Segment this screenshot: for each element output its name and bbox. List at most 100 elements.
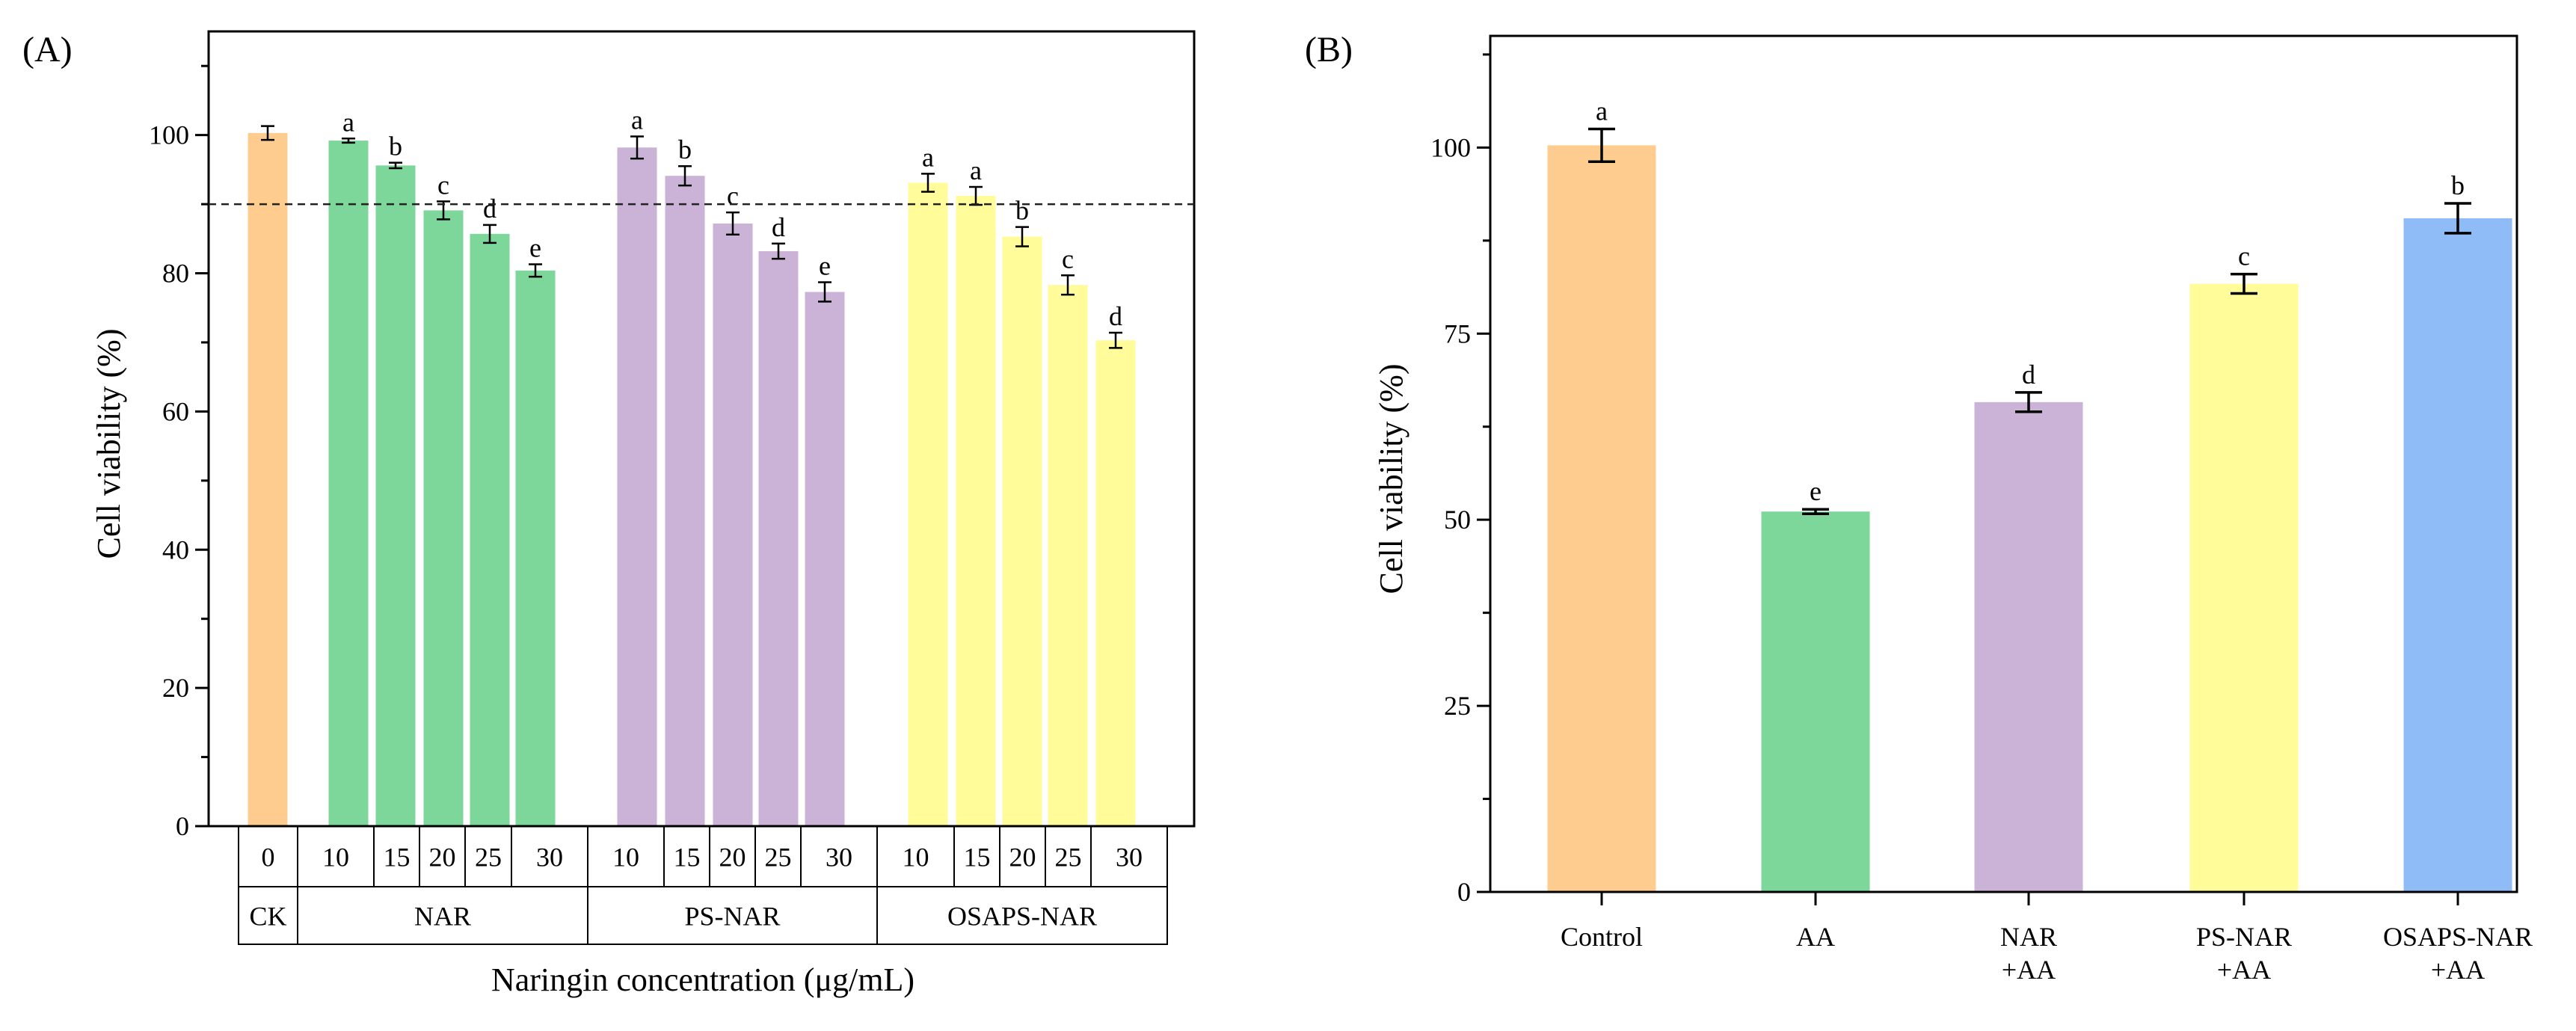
- y-axis-label: Cell viability (%): [1373, 364, 1410, 594]
- significance-letter: c: [2238, 241, 2250, 271]
- y-tick-label: 25: [1444, 691, 1471, 721]
- concentration-label: 30: [536, 843, 563, 872]
- concentration-label: 30: [1116, 843, 1143, 872]
- x-axis-label: Naringin concentration (μg/mL): [491, 961, 914, 998]
- concentration-label: 20: [719, 843, 746, 872]
- significance-letter: a: [631, 105, 643, 135]
- bar-osaps-nar-15: [956, 195, 996, 827]
- significance-letter: a: [1596, 96, 1608, 126]
- bar-nar-20: [423, 210, 464, 826]
- y-tick-label: 75: [1444, 318, 1471, 348]
- significance-letter: b: [2451, 170, 2465, 200]
- error-bar: [389, 161, 402, 170]
- bar-control: [1547, 145, 1656, 893]
- significance-letter: e: [1810, 476, 1822, 506]
- error-bar: [630, 135, 644, 160]
- significance-letter: d: [772, 212, 785, 242]
- bar-ps-nar-30: [805, 292, 845, 826]
- error-bar: [772, 242, 785, 260]
- error-bar: [2444, 202, 2471, 235]
- error-bar: [1588, 127, 1615, 164]
- significance-letter: a: [970, 156, 982, 185]
- bar-nar-10: [328, 141, 369, 827]
- bar-osaps-nar-30: [1095, 340, 1136, 826]
- y-tick-label: 20: [162, 673, 189, 703]
- significance-letter: e: [529, 233, 541, 263]
- bar-nar-30: [515, 270, 556, 826]
- y-tick-label: 100: [149, 120, 189, 150]
- error-bar: [2231, 272, 2257, 295]
- x-tick-label: NAR: [2000, 922, 2057, 952]
- concentration-label: 10: [612, 843, 639, 872]
- y-tick-label: 0: [1457, 877, 1471, 907]
- error-bar: [2015, 391, 2042, 413]
- panel-label: (B): [1305, 30, 1353, 70]
- concentration-label: 25: [475, 843, 502, 872]
- concentration-label: 20: [1009, 843, 1036, 872]
- concentration-label: 25: [1055, 843, 1082, 872]
- bar-osaps-nar-25: [1048, 285, 1088, 826]
- group-label: NAR: [414, 902, 471, 932]
- category-table-border: [238, 826, 1168, 945]
- concentration-label: 15: [964, 843, 991, 872]
- y-tick-label: 60: [162, 396, 189, 426]
- y-tick-label: 80: [162, 259, 189, 289]
- y-tick-label: 0: [176, 811, 189, 841]
- error-bar: [261, 125, 274, 141]
- concentration-label: 10: [903, 843, 929, 872]
- error-bar: [726, 211, 740, 236]
- x-tick-label: +AA: [2431, 955, 2485, 985]
- x-tick-label: +AA: [2002, 955, 2056, 985]
- error-bar: [678, 164, 692, 187]
- concentration-label: 10: [322, 843, 349, 872]
- significance-letter: c: [727, 181, 739, 211]
- concentration-label: 30: [826, 843, 852, 872]
- error-bar: [818, 281, 831, 303]
- y-tick-label: 50: [1444, 505, 1471, 535]
- significance-letter: d: [2022, 360, 2035, 390]
- bar-ps-nar-10: [617, 147, 657, 827]
- concentration-label: 25: [765, 843, 792, 872]
- error-bar: [1061, 274, 1075, 296]
- error-bar: [921, 173, 935, 193]
- significance-letter: b: [678, 135, 692, 164]
- error-bar: [1109, 331, 1122, 349]
- error-bar: [342, 138, 355, 144]
- bar-ps-nar-15: [665, 176, 705, 826]
- error-bar: [1802, 508, 1829, 515]
- bar-ps-nar-25: [758, 250, 799, 826]
- concentration-label: 0: [262, 843, 275, 872]
- significance-letter: c: [437, 170, 449, 200]
- bar-osaps-nar-20: [1002, 236, 1042, 826]
- x-tick-label: +AA: [2217, 955, 2271, 985]
- error-bar: [529, 263, 542, 278]
- bar-osapsnaraa: [2403, 218, 2512, 892]
- x-tick-label: AA: [1796, 922, 1835, 952]
- group-label: OSAPS-NAR: [947, 902, 1097, 932]
- bar-naraa: [1974, 401, 2083, 892]
- bar-ps-nar-20: [713, 223, 753, 826]
- bar-aa: [1761, 511, 1870, 892]
- group-label: CK: [249, 902, 286, 932]
- concentration-label: 15: [384, 843, 411, 872]
- x-tick-label: OSAPS-NAR: [2383, 922, 2533, 952]
- concentration-label: 20: [429, 843, 456, 872]
- significance-letter: b: [1015, 196, 1029, 226]
- concentration-label: 15: [674, 843, 701, 872]
- significance-letter: a: [922, 142, 934, 172]
- significance-letter: d: [1109, 301, 1122, 331]
- x-tick-label: Control: [1561, 922, 1643, 952]
- significance-letter: e: [819, 251, 831, 281]
- error-bar: [1015, 226, 1029, 247]
- significance-letter: c: [1062, 244, 1074, 274]
- bar-osaps-nar-10: [908, 182, 948, 826]
- panel-b-chart: (B) 0 25 50 75 100 Cell viability (%) a Control e…: [1305, 30, 2533, 985]
- y-tick-label: 40: [162, 535, 189, 564]
- bar-nar-25: [470, 233, 510, 826]
- bar-nar-15: [375, 165, 416, 826]
- y-axis-label: Cell viability (%): [90, 329, 127, 559]
- significance-letter: d: [483, 194, 497, 224]
- bar-psnaraa: [2189, 283, 2299, 892]
